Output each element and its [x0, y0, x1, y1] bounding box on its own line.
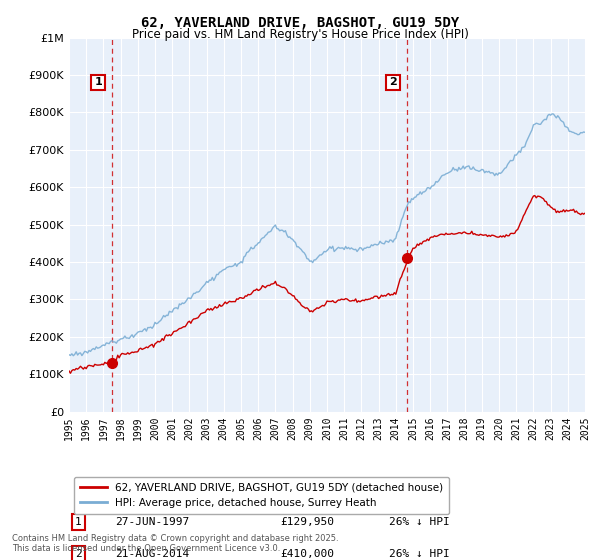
Text: 27-JUN-1997: 27-JUN-1997 — [115, 517, 190, 527]
Text: £129,950: £129,950 — [281, 517, 335, 527]
Text: 21-AUG-2014: 21-AUG-2014 — [115, 549, 190, 559]
Text: Contains HM Land Registry data © Crown copyright and database right 2025.
This d: Contains HM Land Registry data © Crown c… — [12, 534, 338, 553]
Text: 26% ↓ HPI: 26% ↓ HPI — [389, 517, 449, 527]
Text: 1: 1 — [75, 517, 82, 527]
Text: 2: 2 — [75, 549, 82, 559]
Text: 26% ↓ HPI: 26% ↓ HPI — [389, 549, 449, 559]
Text: 62, YAVERLAND DRIVE, BAGSHOT, GU19 5DY: 62, YAVERLAND DRIVE, BAGSHOT, GU19 5DY — [141, 16, 459, 30]
Text: £410,000: £410,000 — [281, 549, 335, 559]
Text: 1: 1 — [94, 77, 102, 87]
Text: Price paid vs. HM Land Registry's House Price Index (HPI): Price paid vs. HM Land Registry's House … — [131, 28, 469, 41]
Text: 2: 2 — [389, 77, 397, 87]
Legend: 62, YAVERLAND DRIVE, BAGSHOT, GU19 5DY (detached house), HPI: Average price, det: 62, YAVERLAND DRIVE, BAGSHOT, GU19 5DY (… — [74, 477, 449, 515]
